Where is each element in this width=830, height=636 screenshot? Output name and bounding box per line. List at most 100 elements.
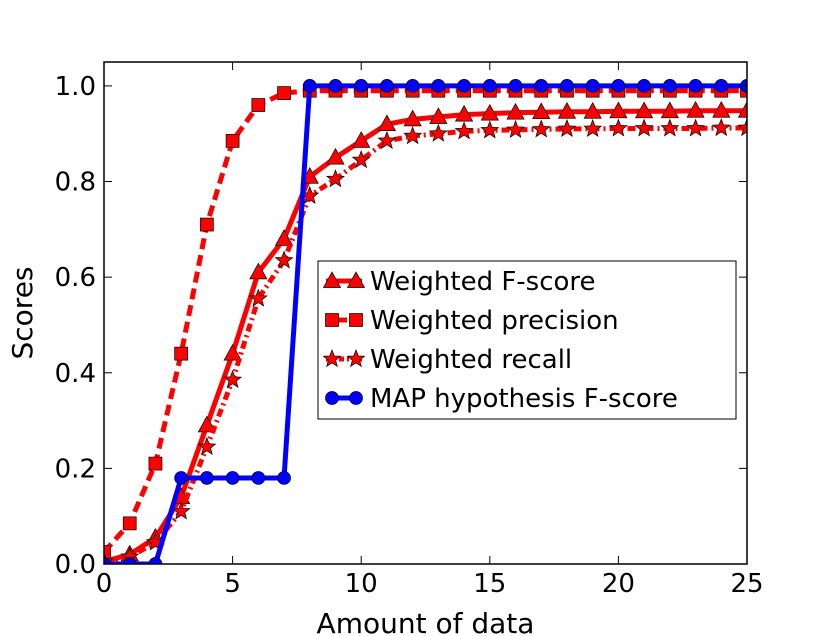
legend-marker-weighted-f-score bbox=[346, 271, 366, 288]
point-weighted-f-score bbox=[197, 415, 216, 433]
point-map-hypothesis-f-score bbox=[277, 471, 291, 485]
point-weighted-f-score bbox=[454, 104, 474, 122]
point-map-hypothesis-f-score bbox=[457, 79, 471, 93]
point-weighted-f-score bbox=[403, 109, 422, 127]
point-weighted-f-score bbox=[377, 114, 397, 132]
y-tick-label: 0.4 bbox=[55, 359, 96, 389]
point-weighted-precision bbox=[122, 516, 137, 531]
point-map-hypothesis-f-score bbox=[354, 79, 369, 93]
point-map-hypothesis-f-score bbox=[508, 79, 523, 93]
point-weighted-recall bbox=[634, 118, 654, 137]
legend-entry-weighted-recall: Weighted recall bbox=[322, 345, 572, 375]
point-weighted-f-score bbox=[274, 229, 294, 246]
point-weighted-recall bbox=[737, 117, 747, 137]
point-map-hypothesis-f-score bbox=[431, 79, 446, 93]
point-weighted-recall bbox=[428, 123, 448, 142]
point-weighted-f-score bbox=[506, 102, 525, 120]
point-weighted-precision bbox=[251, 98, 266, 112]
point-weighted-f-score bbox=[635, 101, 654, 119]
x-tick-label: 0 bbox=[96, 569, 113, 599]
point-weighted-recall bbox=[377, 130, 397, 149]
point-map-hypothesis-f-score bbox=[560, 79, 574, 93]
series-layer bbox=[104, 79, 747, 564]
y-tick-label: 0.6 bbox=[55, 263, 96, 293]
point-weighted-f-score bbox=[429, 107, 448, 124]
point-map-hypothesis-f-score bbox=[380, 79, 394, 93]
y-tick-label: 1.0 bbox=[55, 72, 96, 102]
point-weighted-precision bbox=[148, 456, 163, 471]
legend-label-map-hypothesis-f-score: MAP hypothesis F-score bbox=[370, 384, 678, 414]
point-map-hypothesis-f-score bbox=[302, 79, 317, 93]
point-map-hypothesis-f-score bbox=[328, 79, 343, 93]
point-weighted-f-score bbox=[532, 102, 551, 120]
axis-ticks: 0 5 10 15 20 25 0.0 0.2 0.4 0.6 0.8 1.0 bbox=[55, 62, 764, 599]
point-weighted-precision bbox=[225, 134, 240, 148]
point-weighted-precision bbox=[277, 86, 291, 100]
point-map-hypothesis-f-score bbox=[405, 79, 420, 93]
point-weighted-f-score bbox=[712, 101, 731, 118]
legend-marker-map-hypothesis-f-score bbox=[325, 391, 339, 405]
x-tick-label: 15 bbox=[473, 569, 506, 599]
x-tick-label: 10 bbox=[345, 569, 378, 599]
x-tick-label: 5 bbox=[224, 569, 241, 599]
legend-box bbox=[317, 260, 737, 420]
point-weighted-recall bbox=[583, 118, 603, 138]
point-weighted-f-score bbox=[480, 103, 499, 121]
point-map-hypothesis-f-score bbox=[251, 471, 266, 485]
series-map-hypothesis-f-score bbox=[104, 79, 747, 564]
point-map-hypothesis-f-score bbox=[714, 79, 729, 93]
legend-marker-weighted-recall bbox=[346, 349, 366, 368]
point-weighted-f-score bbox=[557, 101, 577, 119]
point-weighted-recall bbox=[480, 120, 500, 139]
y-tick-label: 0.8 bbox=[55, 168, 96, 198]
legend-label-weighted-precision: Weighted precision bbox=[370, 306, 619, 336]
point-weighted-recall bbox=[403, 126, 423, 145]
legend-entry-map-hypothesis-f-score: MAP hypothesis F-score bbox=[325, 384, 678, 414]
point-weighted-recall bbox=[506, 119, 526, 138]
point-weighted-recall bbox=[608, 118, 628, 137]
y-tick-label: 0.2 bbox=[55, 454, 96, 484]
point-weighted-f-score bbox=[660, 101, 679, 119]
legend-marker-map-hypothesis-f-score bbox=[349, 391, 363, 405]
x-axis-label: Amount of data bbox=[317, 607, 535, 636]
point-weighted-precision bbox=[200, 217, 214, 232]
point-weighted-recall bbox=[660, 118, 680, 137]
point-weighted-recall bbox=[223, 369, 243, 389]
point-weighted-recall bbox=[248, 288, 268, 307]
point-weighted-f-score bbox=[326, 147, 345, 165]
point-weighted-f-score bbox=[686, 101, 705, 118]
point-map-hypothesis-f-score bbox=[148, 557, 163, 564]
point-weighted-recall bbox=[686, 118, 706, 137]
point-map-hypothesis-f-score bbox=[104, 557, 111, 564]
plot-area bbox=[103, 61, 748, 565]
point-weighted-recall bbox=[351, 150, 371, 169]
point-weighted-recall bbox=[557, 118, 577, 138]
point-weighted-precision bbox=[174, 346, 189, 361]
point-weighted-precision bbox=[104, 545, 111, 559]
legend-marker-weighted-recall bbox=[322, 349, 342, 368]
legend-marker-weighted-precision bbox=[325, 313, 339, 327]
y-tick-label: 0.0 bbox=[55, 550, 96, 580]
point-weighted-f-score bbox=[737, 101, 747, 118]
point-weighted-recall bbox=[197, 436, 217, 455]
point-map-hypothesis-f-score bbox=[534, 79, 549, 93]
point-weighted-recall bbox=[274, 250, 294, 269]
x-tick-label: 25 bbox=[730, 569, 763, 599]
point-weighted-recall bbox=[711, 117, 731, 137]
series-line-weighted-precision bbox=[104, 88, 747, 554]
point-weighted-recall bbox=[531, 119, 551, 138]
legend-label-weighted-f-score: Weighted F-score bbox=[370, 267, 596, 297]
legend-marker-weighted-precision bbox=[349, 313, 363, 327]
point-map-hypothesis-f-score bbox=[174, 471, 189, 485]
x-tick-label: 20 bbox=[602, 569, 635, 599]
legend-marker-weighted-f-score bbox=[322, 271, 342, 288]
point-weighted-f-score bbox=[249, 262, 268, 280]
point-map-hypothesis-f-score bbox=[611, 79, 626, 93]
point-weighted-f-score bbox=[352, 131, 371, 148]
point-weighted-recall bbox=[325, 169, 345, 188]
legend-label-weighted-recall: Weighted recall bbox=[370, 345, 572, 375]
point-map-hypothesis-f-score bbox=[200, 471, 214, 485]
y-axis-label: Scores bbox=[6, 266, 39, 359]
point-weighted-f-score bbox=[223, 343, 242, 361]
